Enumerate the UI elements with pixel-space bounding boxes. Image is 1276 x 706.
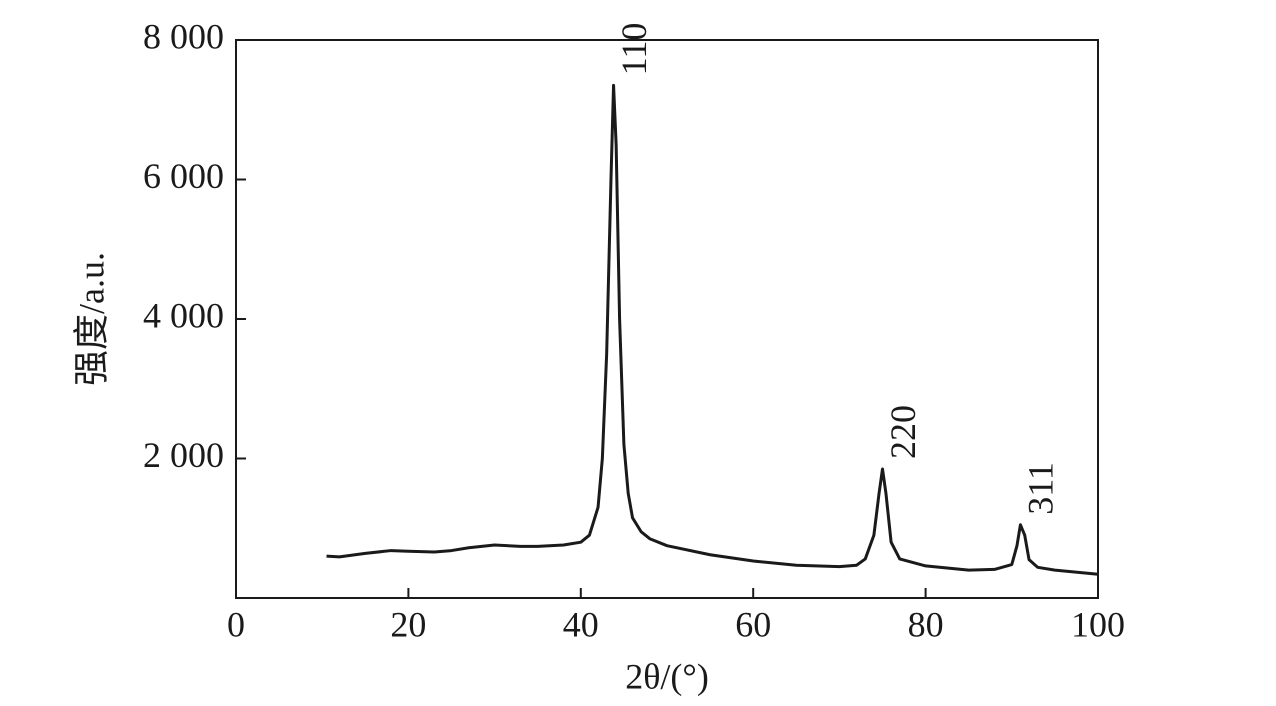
x-tick-label: 0 bbox=[227, 604, 245, 644]
peak-label: 220 bbox=[883, 405, 923, 459]
y-tick-label: 6 000 bbox=[143, 156, 224, 196]
x-axis-label: 2θ/(°) bbox=[625, 656, 709, 696]
x-tick-label: 60 bbox=[735, 604, 771, 644]
peak-label: 311 bbox=[1021, 462, 1061, 515]
y-tick-label: 8 000 bbox=[143, 16, 224, 56]
plot-frame bbox=[235, 39, 1099, 599]
x-tick-label: 20 bbox=[390, 604, 426, 644]
data-line bbox=[326, 83, 1099, 576]
x-tick-label: 100 bbox=[1071, 604, 1125, 644]
x-tick-label: 40 bbox=[563, 604, 599, 644]
y-tick-label: 4 000 bbox=[143, 295, 224, 335]
y-axis-label: 强度/a.u. bbox=[71, 252, 111, 386]
x-tick-label: 80 bbox=[908, 604, 944, 644]
peak-label: 110 bbox=[614, 23, 654, 76]
y-tick-label: 2 000 bbox=[143, 435, 224, 475]
